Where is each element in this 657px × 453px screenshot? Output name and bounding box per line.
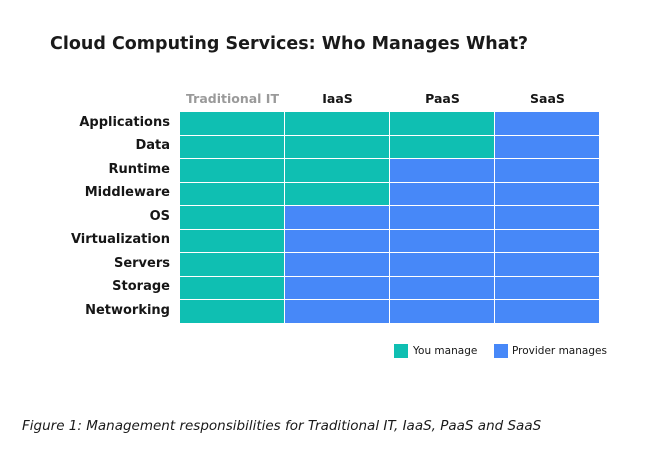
cell-paas-servers (390, 253, 495, 277)
legend-label-provider-manages: Provider manages (512, 345, 607, 357)
cell-saas-storage (495, 276, 600, 300)
cell-traditional-it-applications (180, 112, 285, 136)
diagram-title: Cloud Computing Services: Who Manages Wh… (50, 34, 529, 54)
cell-saas-applications (495, 112, 600, 136)
cell-saas-servers (495, 253, 600, 277)
row-label-servers: Servers (113, 256, 170, 271)
cell-traditional-it-data (180, 135, 285, 159)
row-label-os: OS (149, 209, 170, 224)
cell-paas-storage (390, 276, 495, 300)
cell-saas-os (495, 206, 600, 230)
cell-traditional-it-os (180, 206, 285, 230)
cell-iaas-runtime (285, 159, 390, 183)
column-header-traditional-it: Traditional IT (186, 91, 279, 106)
cell-paas-applications (390, 112, 495, 136)
cell-traditional-it-middleware (180, 182, 285, 206)
cell-paas-os (390, 206, 495, 230)
row-label-data: Data (135, 138, 170, 153)
row-label-storage: Storage (112, 279, 170, 294)
cell-traditional-it-networking (180, 300, 285, 324)
cell-traditional-it-servers (180, 253, 285, 277)
cell-saas-data (495, 135, 600, 159)
cell-paas-virtualization (390, 229, 495, 253)
row-label-middleware: Middleware (84, 185, 170, 200)
column-header-saas: SaaS (530, 91, 565, 106)
cell-paas-networking (390, 300, 495, 324)
cell-iaas-virtualization (285, 229, 390, 253)
cell-iaas-middleware (285, 182, 390, 206)
cell-iaas-storage (285, 276, 390, 300)
cell-iaas-servers (285, 253, 390, 277)
cell-traditional-it-virtualization (180, 229, 285, 253)
row-label-runtime: Runtime (108, 162, 170, 177)
cell-saas-virtualization (495, 229, 600, 253)
figure-caption: Figure 1: Management responsibilities fo… (22, 418, 542, 434)
cell-iaas-applications (285, 112, 390, 136)
cell-iaas-networking (285, 300, 390, 324)
cell-paas-runtime (390, 159, 495, 183)
cell-saas-networking (495, 300, 600, 324)
row-label-applications: Applications (79, 115, 170, 130)
row-label-virtualization: Virtualization (70, 232, 170, 247)
cell-saas-middleware (495, 182, 600, 206)
cell-traditional-it-runtime (180, 159, 285, 183)
column-header-paas: PaaS (425, 91, 460, 106)
cell-saas-runtime (495, 159, 600, 183)
cell-paas-data (390, 135, 495, 159)
column-header-iaas: IaaS (322, 91, 353, 106)
cell-traditional-it-storage (180, 276, 285, 300)
cell-paas-middleware (390, 182, 495, 206)
row-label-networking: Networking (85, 303, 170, 318)
legend-swatch-you-manage (394, 344, 408, 358)
legend-label-you-manage: You manage (413, 345, 478, 357)
legend-swatch-provider-manages (494, 344, 508, 358)
cell-iaas-os (285, 206, 390, 230)
cell-iaas-data (285, 135, 390, 159)
